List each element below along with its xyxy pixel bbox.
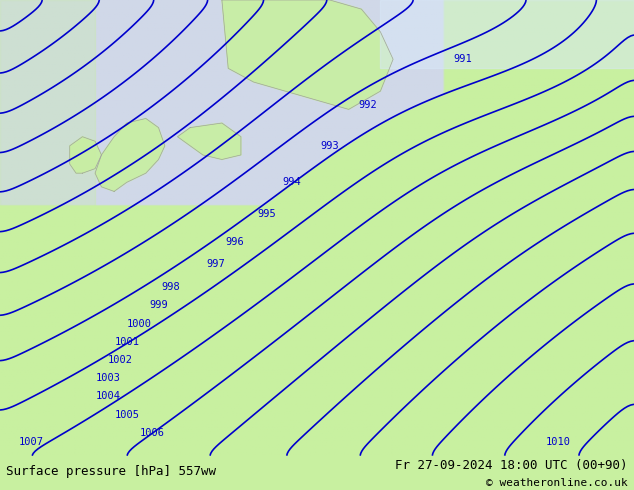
Text: 1001: 1001 [114, 337, 139, 347]
Text: 997: 997 [206, 259, 225, 270]
Polygon shape [70, 137, 101, 173]
Text: 1007: 1007 [19, 437, 44, 447]
Text: 996: 996 [225, 237, 244, 246]
Text: 994: 994 [282, 177, 301, 187]
Polygon shape [0, 273, 634, 456]
Text: 1000: 1000 [127, 318, 152, 329]
Text: © weatheronline.co.uk: © weatheronline.co.uk [486, 478, 628, 488]
Text: 993: 993 [320, 141, 339, 151]
Polygon shape [222, 0, 393, 109]
Polygon shape [178, 123, 241, 160]
Text: 999: 999 [149, 300, 168, 310]
Polygon shape [95, 119, 165, 192]
Text: 998: 998 [162, 282, 181, 292]
Text: 1005: 1005 [114, 410, 139, 420]
Text: 995: 995 [257, 209, 276, 219]
Text: 1004: 1004 [95, 392, 120, 401]
Polygon shape [380, 0, 634, 69]
Text: 1010: 1010 [545, 437, 571, 447]
Polygon shape [0, 0, 95, 456]
Text: Surface pressure [hPa] 557ww: Surface pressure [hPa] 557ww [6, 465, 216, 478]
Text: 1002: 1002 [108, 355, 133, 365]
Text: 992: 992 [358, 100, 377, 110]
Text: 991: 991 [453, 54, 472, 64]
Text: 1003: 1003 [95, 373, 120, 383]
Text: 1006: 1006 [139, 428, 165, 438]
Text: Fr 27-09-2024 18:00 UTC (00+90): Fr 27-09-2024 18:00 UTC (00+90) [395, 460, 628, 472]
